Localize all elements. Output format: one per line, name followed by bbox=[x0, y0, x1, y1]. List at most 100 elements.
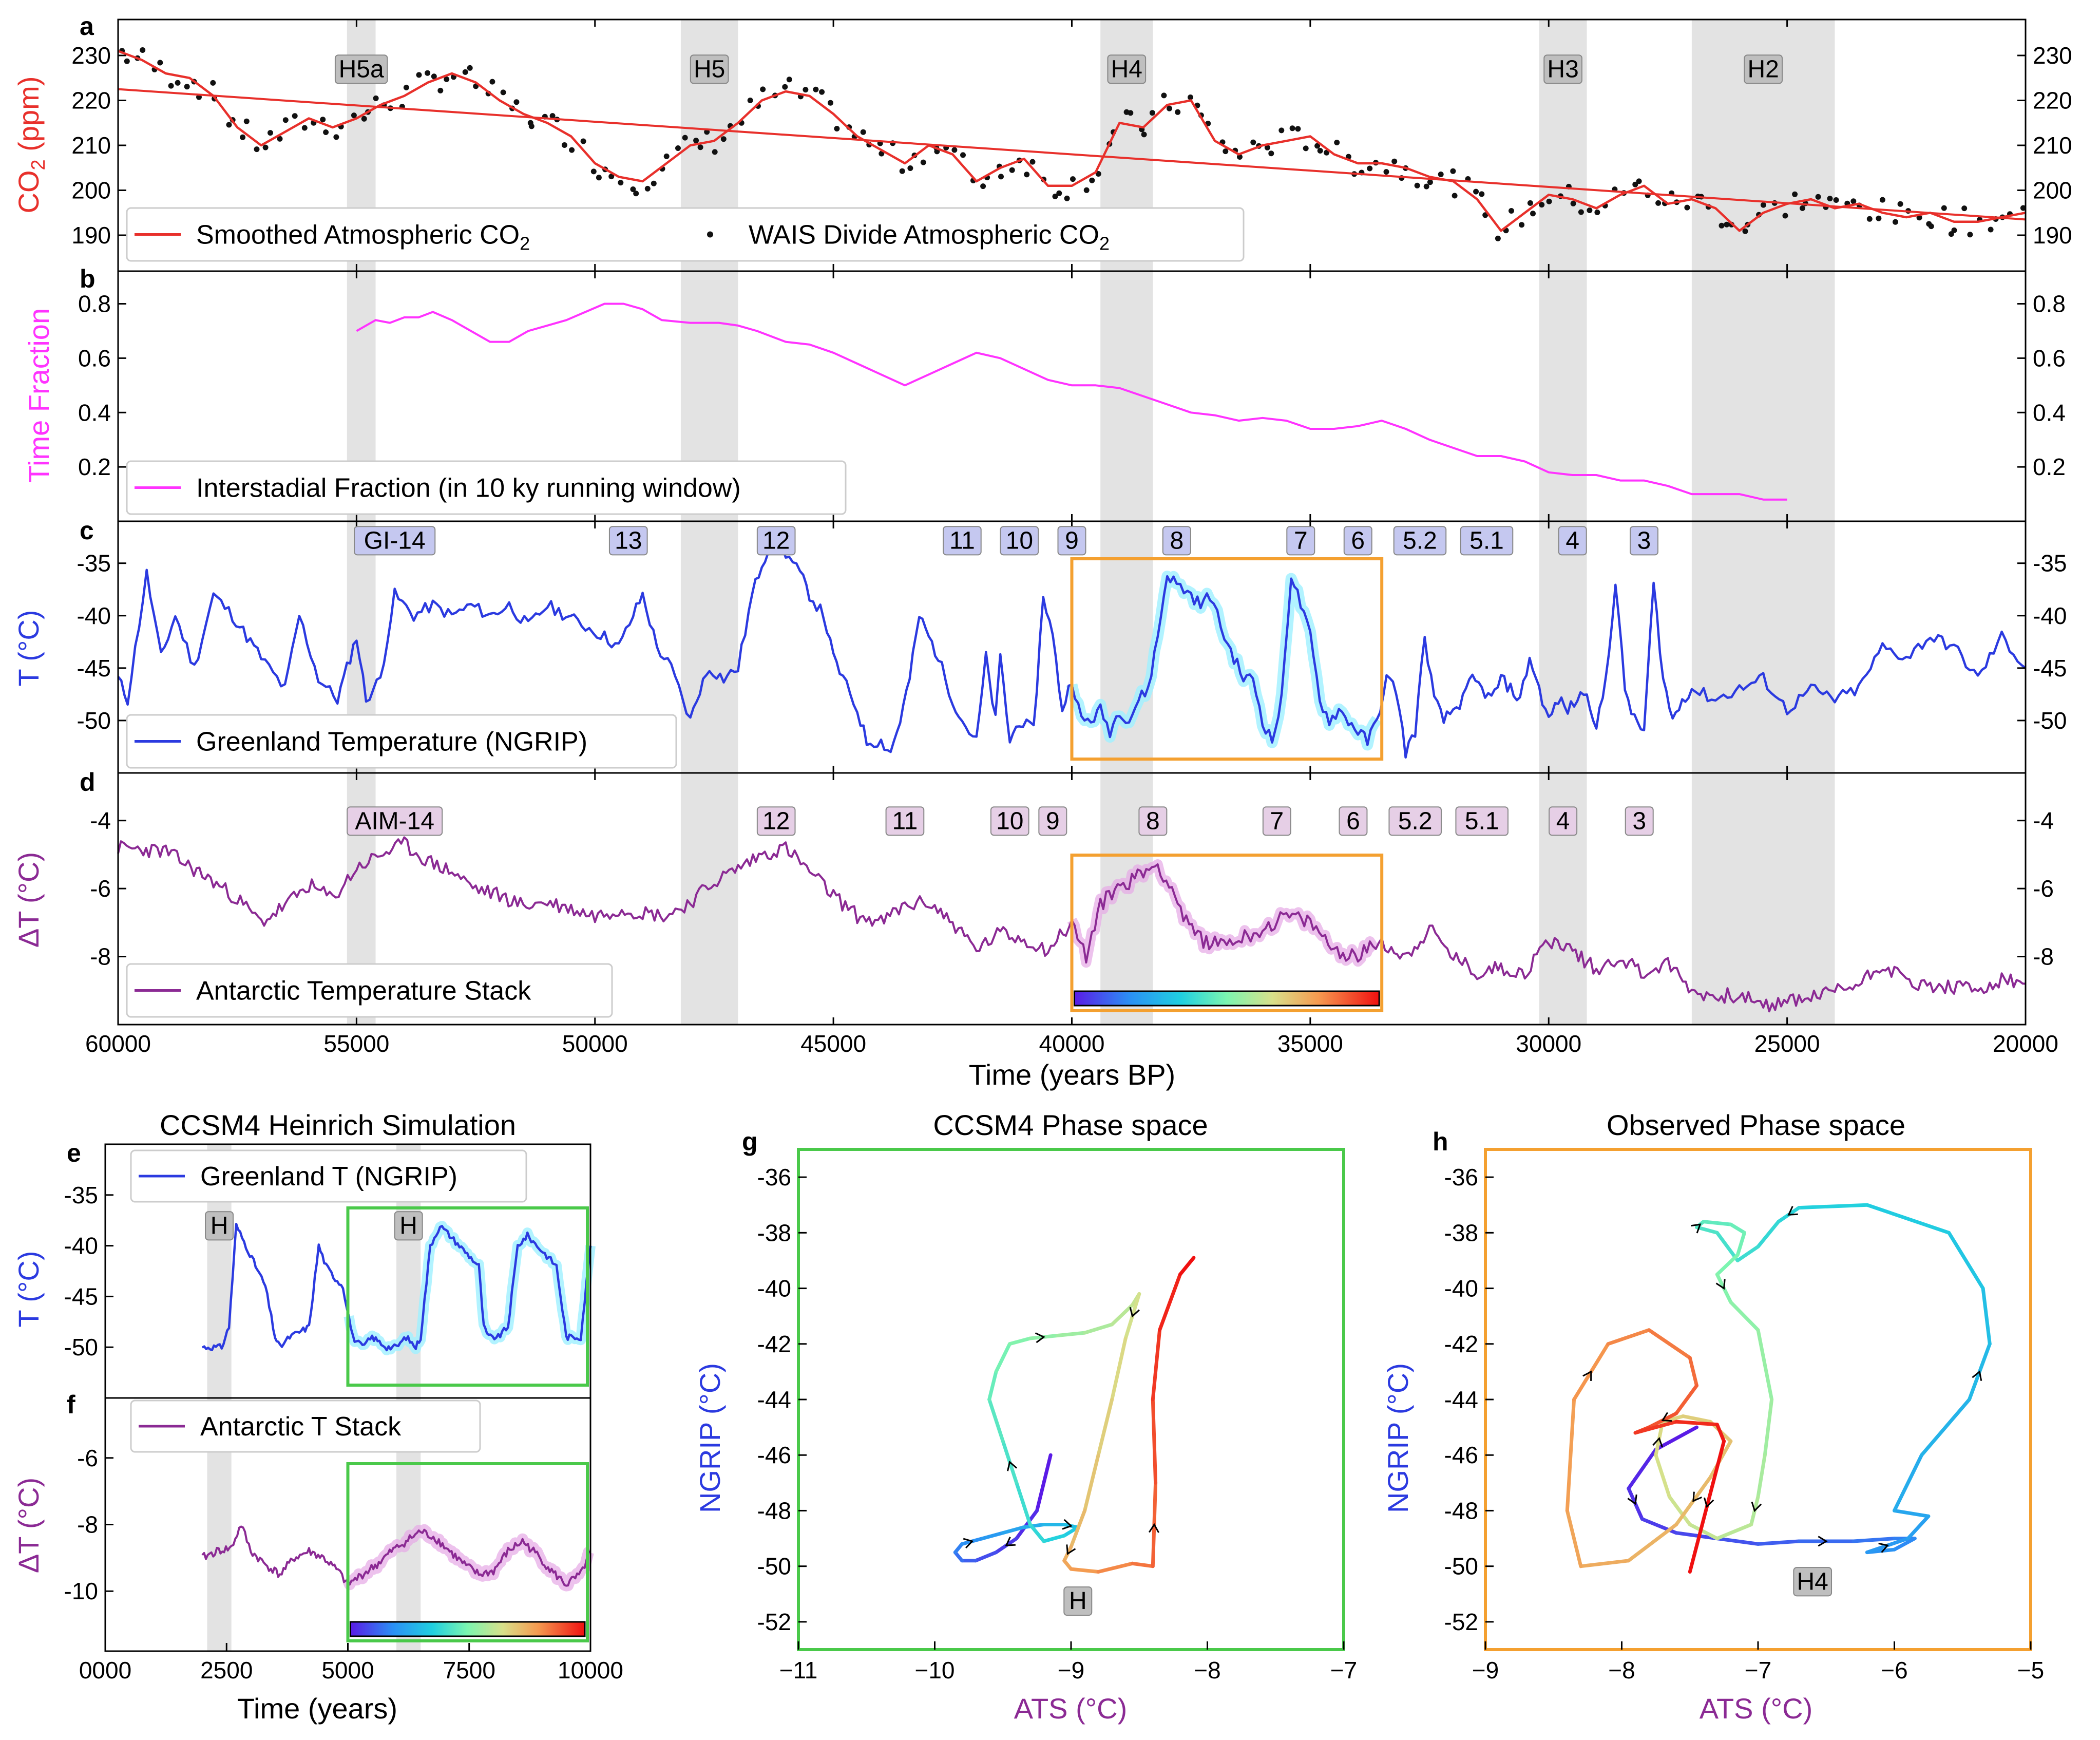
co2-point bbox=[462, 69, 468, 75]
co2-point bbox=[1128, 110, 1134, 116]
co2-point bbox=[1423, 183, 1429, 190]
phase-g-direction-arrow bbox=[963, 1538, 974, 1549]
co2-point bbox=[1539, 202, 1545, 208]
co2-point bbox=[549, 113, 556, 119]
phase-h-trajectory-segment bbox=[1735, 1244, 1760, 1262]
gi-label: 10 bbox=[1006, 527, 1033, 554]
gi-label: 8 bbox=[1170, 527, 1183, 554]
co2-point bbox=[786, 77, 792, 83]
highlight-box-d bbox=[1070, 854, 1384, 1012]
phase-h-direction-arrow bbox=[1703, 1497, 1714, 1508]
co2-point bbox=[1578, 209, 1584, 215]
co2-point bbox=[1188, 94, 1193, 100]
phase-g-trajectory-segment bbox=[1131, 1561, 1155, 1568]
phase-g-trajectory-segment bbox=[1062, 1559, 1073, 1571]
phase-h-direction-arrow bbox=[1972, 1370, 1982, 1381]
co2-point bbox=[320, 117, 326, 123]
xtick-label: 30000 bbox=[1516, 1030, 1581, 1057]
phase-h-trajectory-segment bbox=[1674, 1531, 1719, 1541]
interstadial-fraction-line bbox=[356, 302, 1787, 501]
legend-box bbox=[126, 207, 1245, 262]
ytick-label: 0.8 bbox=[78, 291, 111, 317]
phase-h-trajectory-segment bbox=[1688, 1523, 1719, 1541]
ytick-label: -44 bbox=[757, 1386, 791, 1413]
gi-label-bg bbox=[943, 526, 982, 556]
ytick-label: -6 bbox=[90, 875, 111, 902]
co2-point bbox=[920, 159, 926, 165]
co2-point bbox=[240, 134, 246, 140]
phase-g-trajectory-segment bbox=[994, 1342, 1011, 1374]
phase-h-trajectory-segment bbox=[1565, 1397, 1576, 1512]
ytick-label: 0.2 bbox=[2033, 453, 2066, 480]
aim-label-bg bbox=[1549, 806, 1578, 836]
aim-label: 3 bbox=[1632, 807, 1646, 835]
gi-label-bg bbox=[1558, 526, 1587, 556]
ylabel-f: ΔT (°C) bbox=[12, 1478, 45, 1573]
gi-label: 11 bbox=[949, 527, 975, 554]
co2-point bbox=[425, 70, 431, 76]
co2-point bbox=[907, 165, 913, 171]
phase-h-direction-arrow bbox=[1751, 1501, 1762, 1512]
co2-point bbox=[590, 168, 597, 175]
co2-point bbox=[1941, 205, 1947, 211]
legend-box bbox=[126, 963, 613, 1018]
phase-g-trajectory-segment bbox=[1015, 1481, 1032, 1526]
aim-label-bg bbox=[347, 806, 443, 836]
phase-h-h4-label: H4 bbox=[1797, 1568, 1828, 1595]
co2-point bbox=[323, 129, 329, 135]
ytick-label: -6 bbox=[2033, 875, 2054, 902]
ytick-label: -50 bbox=[64, 1334, 98, 1360]
phase-g-trajectory-segment bbox=[1083, 1453, 1100, 1512]
color-bar-d bbox=[1074, 990, 1380, 1007]
panel-letter-c: c bbox=[80, 516, 94, 545]
heinrich-label: H5a bbox=[339, 55, 384, 83]
sim-h-label: H bbox=[211, 1212, 228, 1239]
panel-letter-f: f bbox=[67, 1390, 75, 1419]
ytick-label: 190 bbox=[2033, 222, 2072, 249]
co2-point bbox=[1724, 221, 1730, 228]
co2-point bbox=[1684, 204, 1690, 211]
legend-label-sub: 2 bbox=[520, 233, 530, 254]
xtick-label: −9 bbox=[1472, 1657, 1499, 1684]
co2-point bbox=[1317, 148, 1323, 154]
co2-point bbox=[1509, 208, 1514, 214]
aim-label-bg bbox=[1262, 806, 1291, 836]
co2-point bbox=[157, 60, 163, 66]
aim-label: 6 bbox=[1346, 807, 1360, 835]
ytick-label: -38 bbox=[757, 1219, 791, 1246]
panel-letter-a: a bbox=[80, 12, 94, 41]
aim-label: AIM-14 bbox=[355, 807, 434, 835]
phase-g-trajectory-segment bbox=[980, 1531, 1005, 1541]
phase-h-trajectory-segment bbox=[1579, 1559, 1631, 1568]
ytick-label: -35 bbox=[2033, 550, 2067, 577]
co2-point bbox=[1095, 171, 1101, 177]
panel-letter-g: g bbox=[742, 1127, 758, 1156]
aim-label: 12 bbox=[762, 807, 790, 835]
phase-h-trajectory-segment bbox=[1654, 1453, 1671, 1499]
co2-point bbox=[951, 147, 958, 153]
gi-label: GI-14 bbox=[364, 527, 426, 554]
ytick-label: -8 bbox=[77, 1511, 98, 1538]
co2-point bbox=[1866, 216, 1873, 222]
co2-point bbox=[268, 130, 273, 136]
co2-point bbox=[1295, 126, 1301, 132]
xtick-label: 20000 bbox=[1993, 1030, 2058, 1057]
ytick-label: -50 bbox=[77, 707, 111, 734]
co2-point bbox=[760, 86, 766, 92]
ylabel-d: ΔT (°C) bbox=[12, 852, 45, 948]
co2-point bbox=[1303, 145, 1309, 152]
phase-h-trajectory-segment bbox=[1729, 1300, 1760, 1332]
ytick-label: 230 bbox=[71, 42, 111, 69]
co2-point bbox=[1024, 172, 1030, 178]
xtick-label: 40000 bbox=[1039, 1030, 1105, 1057]
co2-point bbox=[1833, 197, 1839, 203]
co2-point bbox=[1760, 202, 1766, 208]
co2-point bbox=[431, 73, 437, 80]
phase-h-direction-arrow bbox=[1652, 1436, 1663, 1448]
co2-point bbox=[1175, 109, 1181, 115]
co2-point bbox=[444, 76, 450, 82]
phase-h-trajectory-segment bbox=[1906, 1514, 1931, 1541]
co2-point bbox=[373, 95, 379, 101]
gi-label: 5.2 bbox=[1403, 527, 1437, 554]
